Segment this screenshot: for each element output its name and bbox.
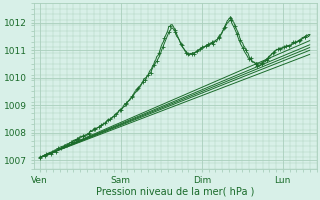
X-axis label: Pression niveau de la mer( hPa ): Pression niveau de la mer( hPa ) xyxy=(96,187,254,197)
